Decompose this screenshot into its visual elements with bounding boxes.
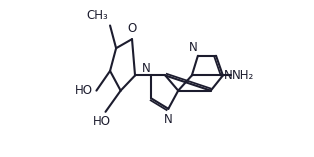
Text: N: N: [188, 41, 197, 54]
Text: HO: HO: [75, 84, 93, 97]
Text: N: N: [164, 113, 173, 126]
Text: CH₃: CH₃: [87, 9, 109, 22]
Text: NH₂: NH₂: [232, 69, 254, 82]
Text: HO: HO: [93, 115, 111, 128]
Text: N: N: [141, 62, 150, 75]
Text: N: N: [224, 69, 233, 82]
Text: O: O: [127, 22, 137, 35]
